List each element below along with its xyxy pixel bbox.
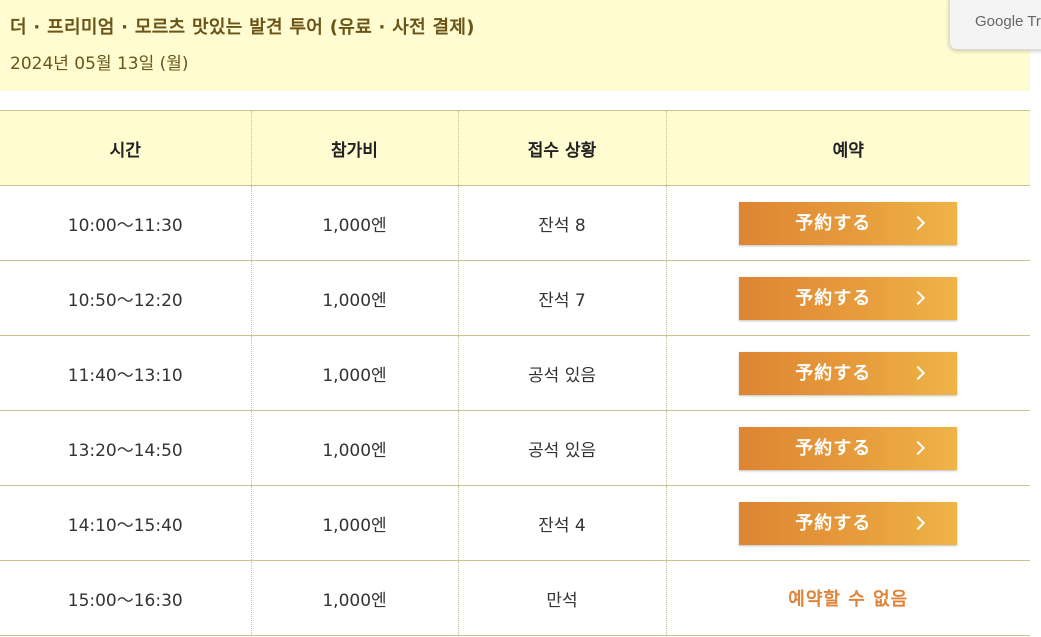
action-cell: 予約する xyxy=(665,185,1030,261)
column-header-fee: 참가비 xyxy=(250,110,458,186)
time-cell: 15:00〜16:30 xyxy=(0,560,251,636)
reserve-button[interactable]: 予約する xyxy=(739,351,958,395)
fee-cell: 1,000엔 xyxy=(250,560,458,636)
table-row: 13:20〜14:50 1,000엔 공석 있음 予約する xyxy=(0,410,1030,486)
reserve-button-label: 予約する xyxy=(795,437,872,459)
status-cell: 잔석 7 xyxy=(457,260,666,336)
status-cell: 잔석 4 xyxy=(457,485,666,561)
time-cell: 14:10〜15:40 xyxy=(0,485,251,561)
action-cell: 予約する xyxy=(665,410,1030,486)
action-cell: 予約する xyxy=(665,485,1030,561)
time-cell: 10:50〜12:20 xyxy=(0,260,251,336)
table-row: 10:50〜12:20 1,000엔 잔석 7 予約する xyxy=(0,260,1030,336)
status-cell: 공석 있음 xyxy=(457,335,666,411)
table-row: 14:10〜15:40 1,000엔 잔석 4 予約する xyxy=(0,485,1030,561)
google-translate-badge[interactable]: Google Tr xyxy=(949,0,1041,50)
fee-cell: 1,000엔 xyxy=(250,410,458,486)
unavailable-label: 예약할 수 없음 xyxy=(788,589,909,610)
reserve-button[interactable]: 予約する xyxy=(739,201,958,245)
fee-cell: 1,000엔 xyxy=(250,260,458,336)
time-cell: 13:20〜14:50 xyxy=(0,410,251,486)
schedule-table: 시간 참가비 접수 상황 예약 10:00〜11:30 1,000엔 잔석 8 … xyxy=(0,110,1030,636)
tour-title: 더 · 프리미엄 · 모르츠 맛있는 발견 투어 (유료 · 사전 결제) xyxy=(10,17,475,38)
reserve-button-label: 予約する xyxy=(795,287,872,309)
reserve-button[interactable]: 予約する xyxy=(739,426,958,470)
reserve-button-label: 予約する xyxy=(795,512,872,534)
table-header-row: 시간 참가비 접수 상황 예약 xyxy=(0,110,1030,186)
fee-cell: 1,000엔 xyxy=(250,335,458,411)
action-cell: 예약할 수 없음 xyxy=(665,560,1030,636)
column-header-time: 시간 xyxy=(0,110,251,186)
status-cell: 공석 있음 xyxy=(457,410,666,486)
time-cell: 11:40〜13:10 xyxy=(0,335,251,411)
tour-header: 더 · 프리미엄 · 모르츠 맛있는 발견 투어 (유료 · 사전 결제) 20… xyxy=(0,0,1030,91)
action-cell: 予約する xyxy=(665,335,1030,411)
status-cell: 만석 xyxy=(457,560,666,636)
table-row: 10:00〜11:30 1,000엔 잔석 8 予約する xyxy=(0,185,1030,261)
table-row: 15:00〜16:30 1,000엔 만석 예약할 수 없음 xyxy=(0,560,1030,636)
google-translate-label: Google Tr xyxy=(975,13,1041,30)
reserve-button[interactable]: 予約する xyxy=(739,276,958,320)
column-header-status: 접수 상황 xyxy=(457,110,666,186)
time-cell: 10:00〜11:30 xyxy=(0,185,251,261)
table-row: 11:40〜13:10 1,000엔 공석 있음 予約する xyxy=(0,335,1030,411)
reserve-button-label: 予約する xyxy=(795,212,872,234)
tour-date: 2024년 05월 13일 (월) xyxy=(10,54,189,74)
fee-cell: 1,000엔 xyxy=(250,185,458,261)
fee-cell: 1,000엔 xyxy=(250,485,458,561)
reserve-button-label: 予約する xyxy=(795,362,872,384)
column-header-reservation: 예약 xyxy=(665,110,1030,186)
status-cell: 잔석 8 xyxy=(457,185,666,261)
action-cell: 予約する xyxy=(665,260,1030,336)
reserve-button[interactable]: 予約する xyxy=(739,501,958,545)
